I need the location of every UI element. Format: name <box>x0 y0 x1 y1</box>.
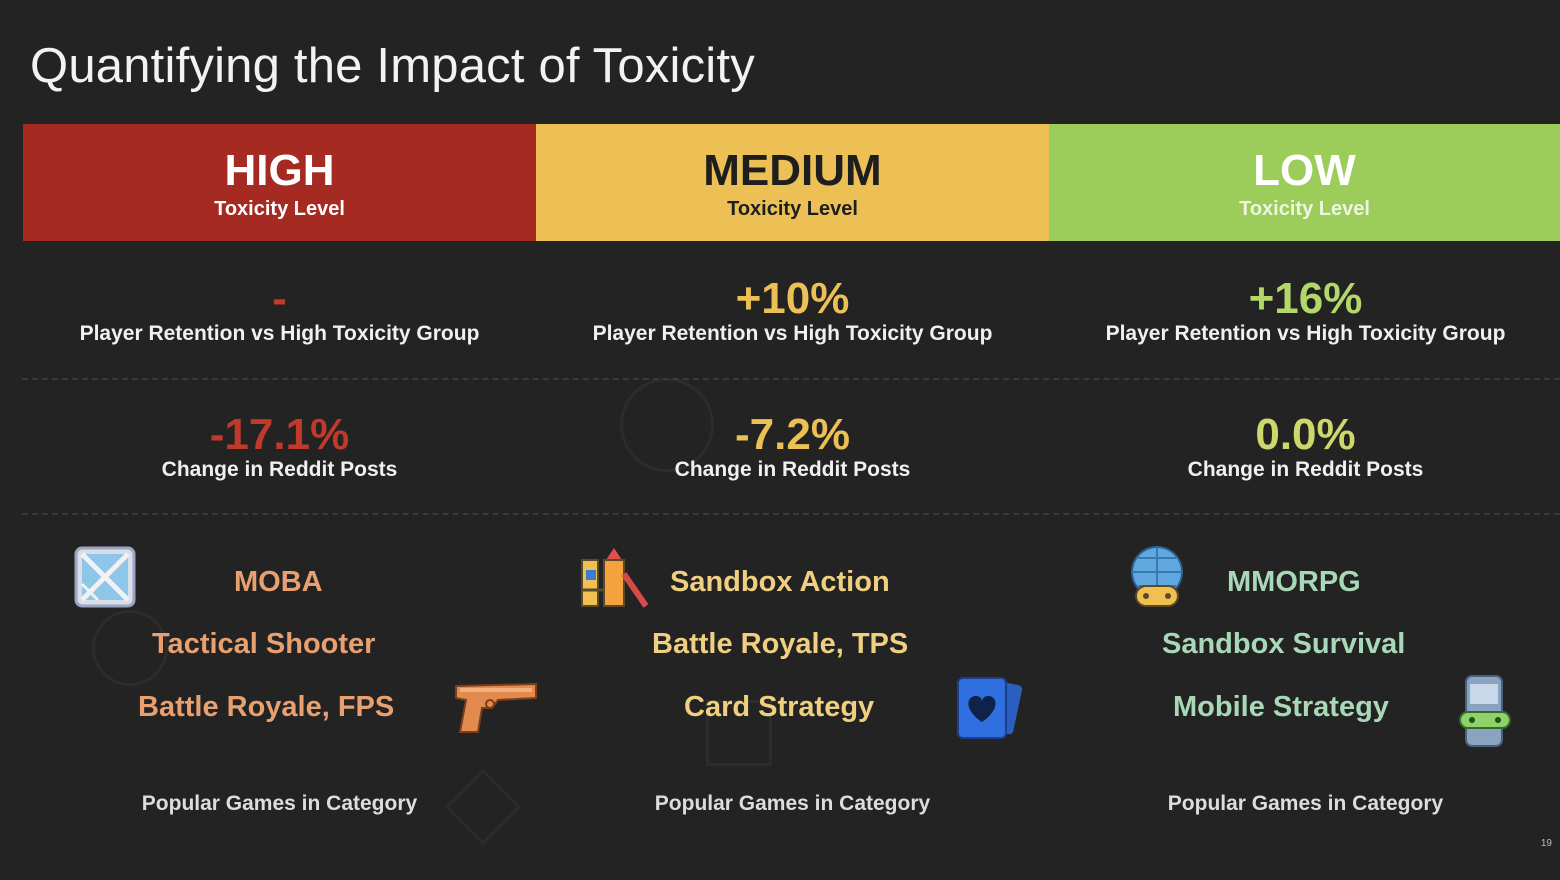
reddit-value: 0.0% <box>1255 410 1356 459</box>
retention-value: +10% <box>735 274 850 323</box>
band-medium: MEDIUM Toxicity Level <box>536 124 1049 241</box>
genre-card-strategy: Card Strategy <box>684 691 875 723</box>
row-divider <box>22 378 1560 380</box>
mobile-gamepad-icon <box>1459 675 1511 747</box>
map-icon <box>74 546 136 608</box>
band-sub-label: Toxicity Level <box>727 198 858 220</box>
playing-card-icon <box>957 677 1023 739</box>
retention-label: Player Retention vs High Toxicity Group <box>592 322 993 345</box>
retention-value: - <box>272 274 287 323</box>
reddit-label: Change in Reddit Posts <box>1187 458 1424 481</box>
reddit-value: -7.2% <box>735 410 850 459</box>
playground-icon <box>581 548 649 608</box>
genre-sandbox-survival: Sandbox Survival <box>1162 628 1406 660</box>
genre-mmorpg: MMORPG <box>1227 566 1361 598</box>
genre-moba: MOBA <box>234 566 323 598</box>
reddit-low: 0.0% Change in Reddit Posts <box>1049 412 1560 482</box>
pistol-icon <box>455 682 537 733</box>
bg-circle-shape-2 <box>92 610 168 686</box>
reddit-label: Change in Reddit Posts <box>161 458 398 481</box>
band-low: LOW Toxicity Level <box>1049 124 1560 241</box>
footer-label-medium: Popular Games in Category <box>654 792 931 815</box>
genre-battle-royale-fps: Battle Royale, FPS <box>138 691 395 723</box>
reddit-high: -17.1% Change in Reddit Posts <box>23 412 536 482</box>
retention-label: Player Retention vs High Toxicity Group <box>1105 322 1506 345</box>
page-number: 19 <box>1540 838 1552 849</box>
band-level-label: LOW <box>1253 146 1356 195</box>
bg-square-shape-2 <box>706 700 772 766</box>
genre-mobile-strategy: Mobile Strategy <box>1173 691 1389 723</box>
footer-label-high: Popular Games in Category <box>141 792 418 815</box>
reddit-label: Change in Reddit Posts <box>674 458 911 481</box>
genre-tactical-shooter: Tactical Shooter <box>152 628 376 660</box>
band-level-label: HIGH <box>224 146 335 195</box>
retention-low: +16% Player Retention vs High Toxicity G… <box>1049 276 1560 346</box>
retention-value: +16% <box>1248 274 1363 323</box>
retention-label: Player Retention vs High Toxicity Group <box>79 322 480 345</box>
retention-high: - Player Retention vs High Toxicity Grou… <box>23 276 536 346</box>
footer-label-low: Popular Games in Category <box>1167 792 1444 815</box>
slide-title: Quantifying the Impact of Toxicity <box>30 39 755 93</box>
row-divider <box>22 513 1560 515</box>
genre-sandbox-action: Sandbox Action <box>670 566 890 598</box>
reddit-value: -17.1% <box>209 410 350 459</box>
globe-gamepad-icon <box>1131 546 1183 607</box>
retention-medium: +10% Player Retention vs High Toxicity G… <box>536 276 1049 346</box>
band-sub-label: Toxicity Level <box>214 198 345 220</box>
band-sub-label: Toxicity Level <box>1239 198 1370 220</box>
band-high: HIGH Toxicity Level <box>23 124 536 241</box>
reddit-medium: -7.2% Change in Reddit Posts <box>536 412 1049 482</box>
genre-battle-royale-tps: Battle Royale, TPS <box>652 628 909 660</box>
band-level-label: MEDIUM <box>703 146 882 195</box>
